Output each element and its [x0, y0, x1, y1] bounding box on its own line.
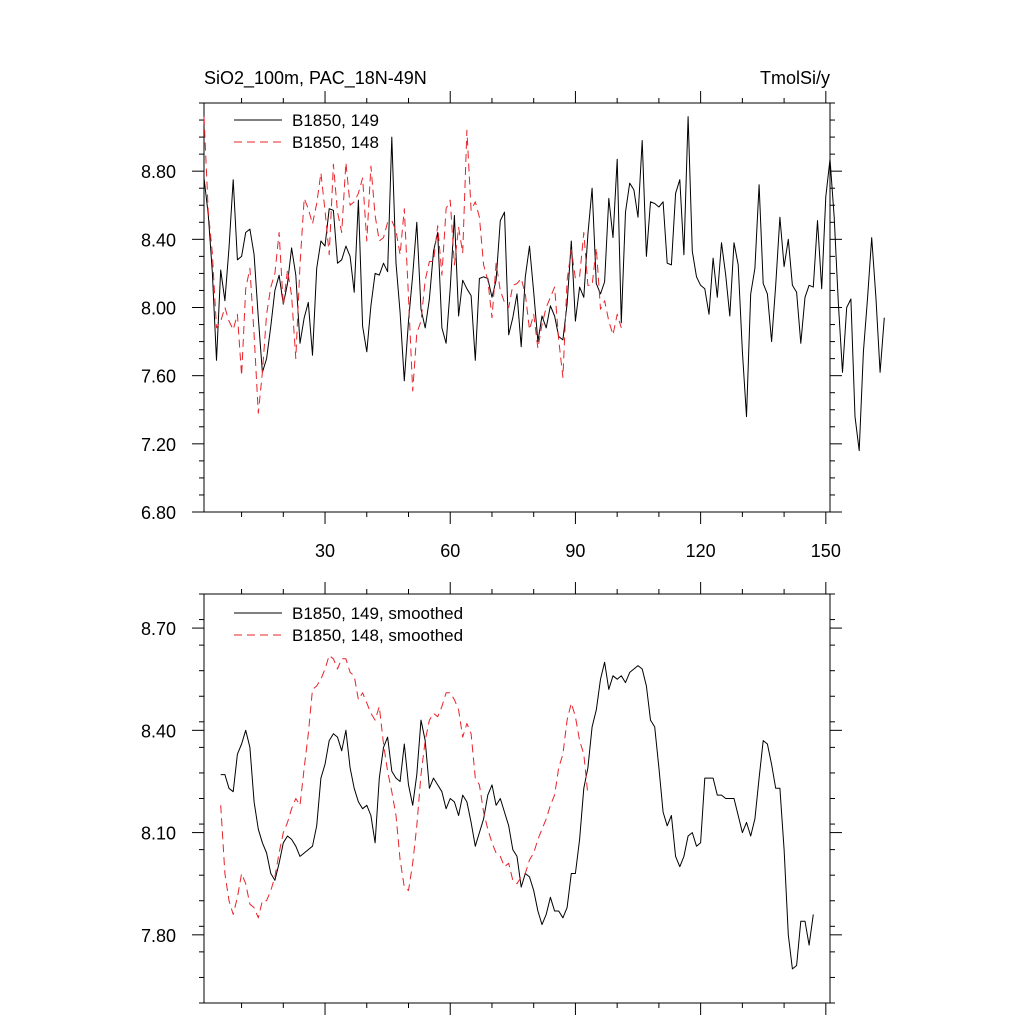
series-line-1-1 — [220, 654, 589, 919]
y-tick-label: 8.40 — [141, 230, 176, 250]
legend-label-148: B1850, 148 — [292, 133, 379, 152]
y-tick-label: 8.00 — [141, 299, 176, 319]
plot-frame — [203, 593, 831, 1004]
top-legend: B1850, 149 B1850, 148 — [234, 111, 379, 152]
chart-title-left: SiO2_100m, PAC_18N-49N — [204, 68, 427, 89]
y-tick-label: 7.60 — [141, 367, 176, 387]
y-tick-label: 7.20 — [141, 435, 176, 455]
x-tick-label: 60 — [440, 541, 460, 561]
legend-label-149: B1850, 149 — [292, 111, 379, 130]
legend-label-149-smoothed: B1850, 149, smoothed — [292, 604, 463, 623]
series-line-0-1 — [203, 116, 622, 414]
x-tick-label: 150 — [811, 541, 841, 561]
x-tick-label: 30 — [315, 541, 335, 561]
y-tick-label: 7.80 — [141, 926, 176, 946]
x-tick-label: 120 — [686, 541, 716, 561]
x-tick-label: 90 — [565, 541, 585, 561]
chart-title-right: TmolSi/y — [760, 68, 830, 88]
legend-label-148-smoothed: B1850, 148, smoothed — [292, 626, 463, 645]
y-tick-label: 8.40 — [141, 721, 176, 741]
bottom-legend: B1850, 149, smoothed B1850, 148, smoothe… — [234, 604, 463, 645]
series-line-1-0 — [220, 661, 814, 970]
y-tick-label: 8.70 — [141, 619, 176, 639]
y-tick-label: 6.80 — [141, 503, 176, 523]
bottom-panel: 7.80 8.10 8.40 8.70 — [141, 582, 842, 1015]
top-panel: 30 60 90 120 150 6.80 7.20 7.60 8.00 8.40 8.80 — [141, 91, 885, 561]
series-line-0-0 — [203, 116, 885, 452]
y-tick-label: 8.10 — [141, 824, 176, 844]
y-tick-label: 8.80 — [141, 162, 176, 182]
